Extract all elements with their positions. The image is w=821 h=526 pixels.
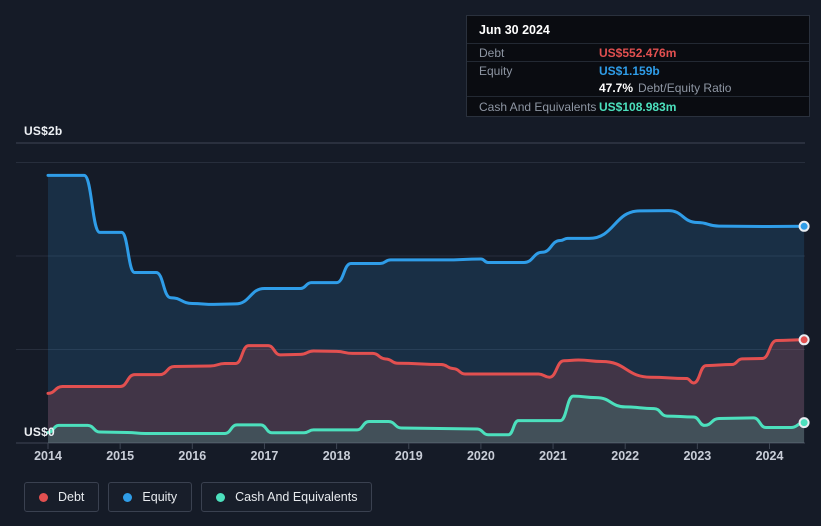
y-axis-zero-label: US$0 <box>24 425 55 439</box>
tooltip-equity-value: US$1.159b <box>599 63 660 78</box>
equity-area-fill <box>48 175 805 443</box>
tooltip-debt-value: US$552.476m <box>599 45 677 60</box>
legend-debt-label: Debt <box>58 490 85 504</box>
tooltip-debt-row: Debt US$552.476m <box>467 44 809 62</box>
chart-tooltip: Jun 30 2024 Debt US$552.476m Equity US$1… <box>466 15 810 117</box>
cash-series-dot-icon <box>216 492 226 502</box>
debt-latest-marker <box>798 334 810 346</box>
debt-area-fill <box>48 339 805 443</box>
debt-line <box>46 338 806 395</box>
x-axis-year-label: 2023 <box>683 449 711 463</box>
x-axis-year-label: 2024 <box>756 449 784 463</box>
tooltip-cash-row: Cash And Equivalents US$108.983m <box>467 97 809 116</box>
equity-latest-marker <box>798 220 810 232</box>
equity-line <box>46 173 806 306</box>
x-axis-year-label: 2020 <box>467 449 495 463</box>
legend-equity-label: Equity <box>142 490 178 504</box>
x-axis-year-label: 2018 <box>323 449 351 463</box>
tooltip-date: Jun 30 2024 <box>467 16 809 44</box>
legend-cash-label: Cash And Equivalents <box>235 490 358 504</box>
cash-latest-marker <box>798 417 810 429</box>
cash-area-fill <box>48 396 805 443</box>
x-axis-year-label: 2015 <box>106 449 134 463</box>
x-axis-year-label: 2014 <box>34 449 62 463</box>
x-axis-year-label: 2021 <box>539 449 567 463</box>
tooltip-cash-label: Cash And Equivalents <box>479 99 597 114</box>
legend-item-equity[interactable]: Equity <box>108 482 193 512</box>
chart-legend: Debt Equity Cash And Equivalents <box>24 482 373 512</box>
tooltip-cash-value: US$108.983m <box>599 99 677 114</box>
legend-item-debt[interactable]: Debt <box>24 482 100 512</box>
equity-series-dot-icon <box>123 492 133 502</box>
x-axis-year-label: 2016 <box>178 449 206 463</box>
debt-series-dot-icon <box>39 492 48 502</box>
tooltip-debt-label: Debt <box>479 45 505 60</box>
cash-line <box>46 394 806 437</box>
tooltip-equity-row: Equity US$1.159b <box>467 62 809 79</box>
tooltip-equity-label: Equity <box>479 63 513 78</box>
legend-item-cash[interactable]: Cash And Equivalents <box>201 482 373 512</box>
tooltip-ratio-value: 47.7% Debt/Equity Ratio <box>599 80 732 95</box>
x-axis-year-label: 2019 <box>395 449 423 463</box>
x-axis-year-label: 2017 <box>251 449 279 463</box>
tooltip-ratio-row: 47.7% Debt/Equity Ratio <box>467 79 809 97</box>
y-axis-max-label: US$2b <box>24 124 63 138</box>
x-axis-year-label: 2022 <box>611 449 639 463</box>
